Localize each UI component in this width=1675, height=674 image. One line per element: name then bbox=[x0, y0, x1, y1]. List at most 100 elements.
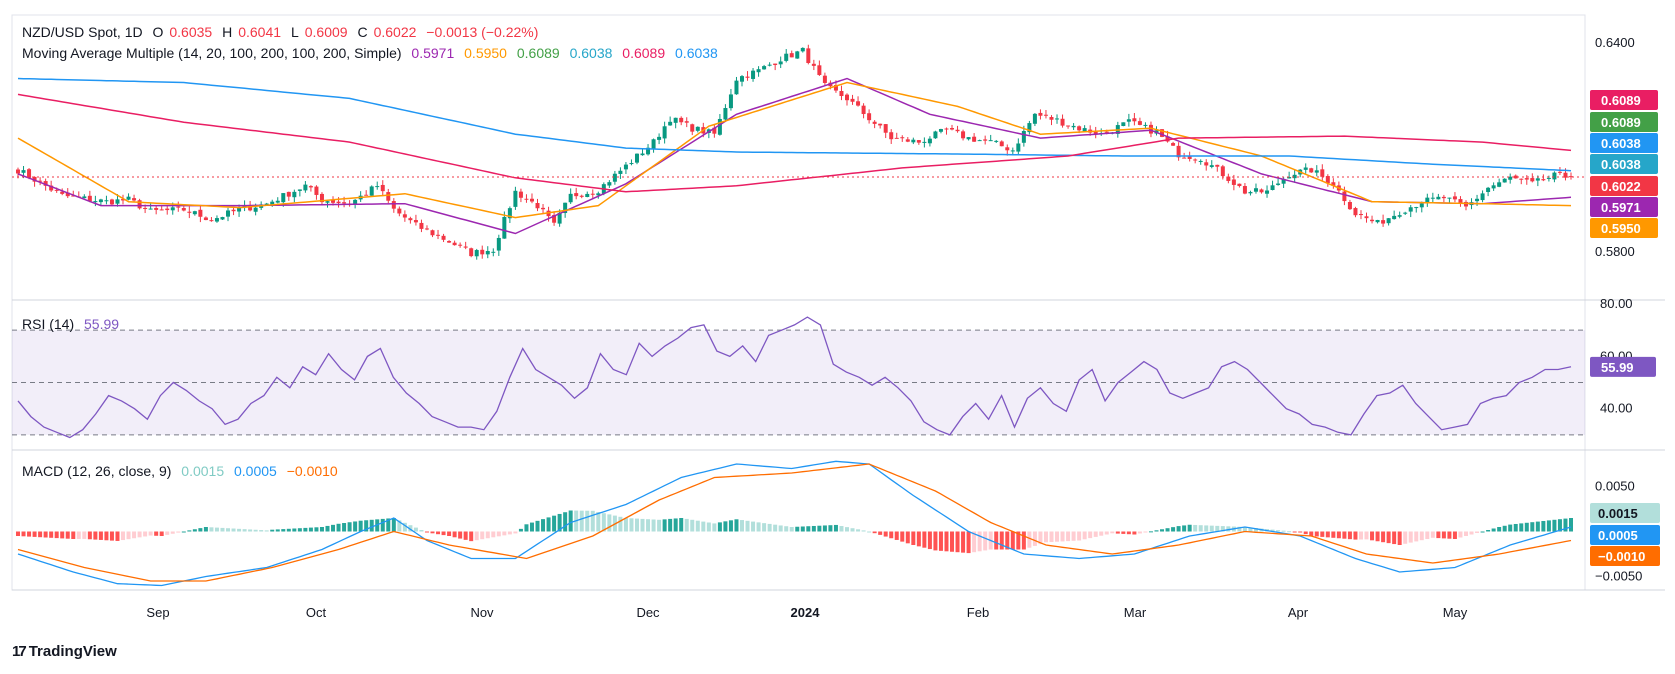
candle-body bbox=[1486, 187, 1491, 193]
macd-hist-bar bbox=[1110, 531, 1115, 534]
candle-body bbox=[198, 209, 203, 217]
ohlc-close: C 0.6022 bbox=[357, 24, 417, 40]
candle-body bbox=[1182, 157, 1187, 159]
macd-hist-bar bbox=[596, 512, 601, 532]
candle-body bbox=[308, 186, 313, 188]
macd-hist-bar bbox=[1187, 524, 1192, 532]
macd-hist-bar bbox=[568, 510, 573, 532]
macd-title: MACD (12, 26, close, 9) bbox=[22, 463, 172, 479]
macd-hist-bar bbox=[253, 529, 258, 532]
macd-hist-bar bbox=[1563, 518, 1568, 532]
candle-body bbox=[165, 208, 170, 211]
candle-body bbox=[1530, 178, 1535, 182]
candle-body bbox=[1358, 214, 1363, 216]
candle-body bbox=[104, 200, 109, 202]
candle-body bbox=[922, 141, 927, 143]
tradingview-logo[interactable]: 17 TradingView bbox=[12, 643, 117, 660]
candle-body bbox=[1187, 156, 1192, 160]
macd-hist-bar bbox=[143, 531, 148, 537]
macd-hist-bar bbox=[220, 527, 225, 532]
candle-body bbox=[148, 208, 153, 210]
candle-body bbox=[391, 201, 396, 209]
ma-line-ma200 bbox=[17, 93, 1572, 193]
candle-body bbox=[668, 121, 673, 126]
candle-body bbox=[115, 199, 120, 204]
macd-hist-bar bbox=[1436, 531, 1441, 539]
macd-hist-bar bbox=[1430, 531, 1435, 538]
macd-hist-bar bbox=[16, 531, 20, 536]
macd-hist-bar bbox=[1408, 531, 1413, 543]
candle-body bbox=[286, 191, 291, 197]
candle-body bbox=[1082, 128, 1087, 132]
macd-hist-bar bbox=[397, 520, 402, 532]
macd-hist-bar bbox=[1441, 531, 1446, 539]
candle-body bbox=[1480, 193, 1485, 201]
macd-hist-bar bbox=[778, 525, 783, 532]
macd-hist-bar bbox=[292, 528, 297, 532]
macd-hist-bar bbox=[1381, 531, 1386, 543]
candle-body bbox=[529, 198, 534, 202]
candle-body bbox=[872, 121, 877, 124]
candle-body bbox=[541, 207, 546, 210]
candle-body bbox=[1137, 121, 1142, 125]
macd-value-badge bbox=[1590, 546, 1660, 566]
macd-hist-bar bbox=[1281, 530, 1286, 532]
candle-body bbox=[1220, 166, 1225, 177]
candle-body bbox=[1242, 186, 1247, 194]
candle-body bbox=[695, 126, 700, 131]
macd-hist-bar bbox=[485, 531, 490, 539]
macd-hist-bar bbox=[49, 531, 54, 538]
candle-body bbox=[1005, 147, 1010, 151]
candle-body bbox=[424, 228, 429, 230]
candle-body bbox=[751, 70, 756, 79]
candle-body bbox=[1535, 178, 1540, 181]
candle-body bbox=[474, 250, 479, 257]
macd-hist-bar bbox=[248, 529, 253, 532]
candle-body bbox=[43, 181, 48, 186]
macd-hist-bar bbox=[585, 510, 590, 532]
macd-hist-bar bbox=[336, 523, 341, 532]
macd-hist-bar bbox=[767, 523, 772, 532]
candle-body bbox=[723, 108, 728, 120]
macd-hist-bar bbox=[1021, 531, 1026, 550]
candle-body bbox=[690, 124, 695, 132]
candle-body bbox=[1265, 190, 1270, 194]
candle-body bbox=[640, 153, 645, 156]
rsi-tick-label: 80.00 bbox=[1600, 296, 1633, 311]
candle-body bbox=[1447, 197, 1452, 199]
candle-body bbox=[833, 85, 838, 91]
macd-hist-bar bbox=[955, 531, 960, 553]
candle-body bbox=[331, 199, 336, 203]
macd-hist-bar bbox=[563, 512, 568, 532]
price-label-badge bbox=[1590, 154, 1658, 174]
rsi-value-badge bbox=[1590, 356, 1656, 377]
macd-hist-bar bbox=[1204, 525, 1209, 532]
macd-hist-bar bbox=[806, 526, 811, 532]
macd-hist-bar bbox=[1137, 531, 1142, 534]
candle-body bbox=[717, 118, 722, 135]
macd-hist-bar bbox=[889, 531, 894, 539]
macd-hist-bar bbox=[977, 531, 982, 552]
ohlc-high: H 0.6041 bbox=[222, 24, 282, 40]
candle-body bbox=[452, 242, 457, 246]
macd-hist-bar bbox=[1320, 531, 1325, 537]
candle-body bbox=[1077, 126, 1082, 131]
macd-hist-bar bbox=[618, 516, 623, 532]
candle-body bbox=[1430, 197, 1435, 199]
macd-hist-bar bbox=[861, 530, 866, 532]
macd-hist-value: 0.0015 bbox=[181, 463, 225, 479]
macd-hist-bar bbox=[176, 531, 181, 533]
candle-body bbox=[496, 237, 501, 251]
macd-hist-bar bbox=[1115, 531, 1120, 534]
candle-body bbox=[1104, 131, 1109, 133]
macd-hist-bar bbox=[1353, 531, 1358, 540]
candle-body bbox=[1397, 215, 1402, 217]
macd-hist-bar bbox=[800, 526, 805, 532]
candle-body bbox=[745, 76, 750, 78]
candle-body bbox=[441, 235, 446, 240]
macd-hist-bar bbox=[154, 531, 159, 536]
candle-body bbox=[657, 136, 662, 140]
candle-body bbox=[1513, 175, 1518, 179]
candle-body bbox=[1303, 167, 1308, 170]
